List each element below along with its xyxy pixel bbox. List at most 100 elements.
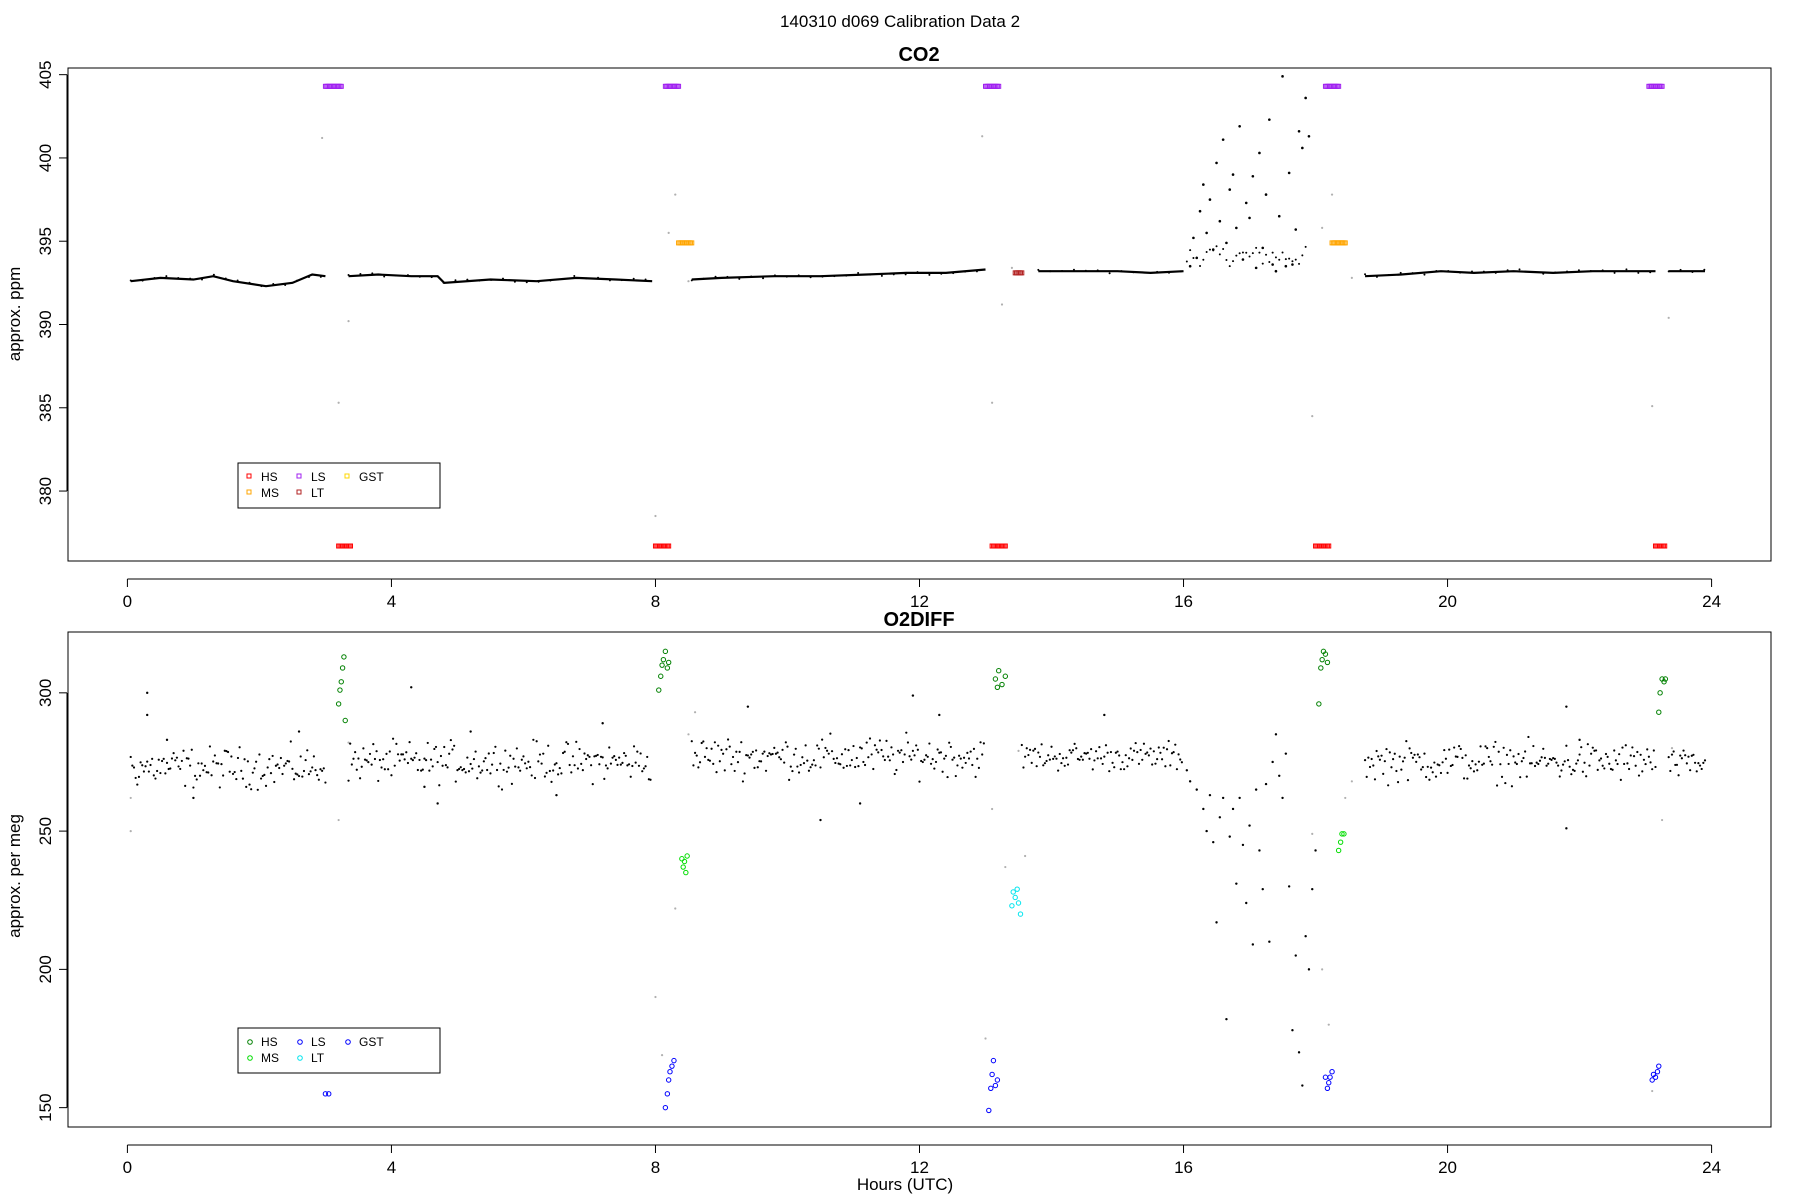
co2-ambient-point (785, 275, 788, 278)
o2diff-outlier-point (858, 802, 862, 805)
o2diff-x-tick-label: 24 (1702, 1158, 1721, 1177)
o2diff-ambient-point (1137, 762, 1141, 765)
co2-cal-lt-marker (1017, 270, 1023, 276)
co2-cal-ls-marker (1655, 83, 1661, 89)
o2diff-ambient-point (1114, 751, 1117, 754)
o2diff-ambient-point (1613, 749, 1616, 752)
co2-cal-ls-marker (668, 83, 674, 89)
o2diff-cal-ls-marker (667, 1068, 673, 1075)
o2diff-ambient-point (497, 785, 500, 788)
o2diff-ambient-point (576, 767, 580, 770)
co2-noisy-base-point (1284, 258, 1287, 261)
co2-ambient-point (797, 274, 800, 277)
o2diff-ambient-point (928, 742, 931, 745)
co2-ambient-point (620, 279, 623, 282)
co2-flagged-point (1350, 276, 1353, 279)
co2-cal-ls-marker (332, 83, 338, 89)
o2diff-legend-label-lt: LT (311, 1051, 325, 1065)
co2-noisy-base-point (1192, 257, 1195, 260)
o2diff-ambient-point (172, 752, 175, 755)
o2diff-dip-point (1294, 954, 1297, 957)
o2diff-ambient-point (159, 771, 162, 775)
o2diff-ambient-point (774, 752, 778, 755)
o2diff-ambient-point (631, 764, 634, 768)
o2diff-ambient-point (136, 783, 139, 786)
co2-ambient-point (371, 272, 374, 275)
o2diff-cal-ls-marker (671, 1057, 677, 1064)
o2diff-cal-ms-marker (1337, 839, 1344, 845)
co2-ambient-point (189, 277, 192, 280)
o2diff-ambient-point (1433, 761, 1436, 764)
o2diff-ambient-point (1644, 762, 1647, 766)
o2diff-ambient-point (499, 762, 502, 765)
o2diff-ambient-point (1492, 745, 1495, 748)
o2diff-dip-point (1212, 840, 1215, 844)
co2-noisy-base-point (1248, 255, 1251, 258)
co2-ambient-point (307, 276, 310, 279)
co2-ambient-point (224, 277, 227, 280)
o2diff-ambient-point (891, 753, 895, 756)
co2-y-axis: 380 385 390 395 400 405 (36, 60, 68, 505)
o2diff-ambient-point (911, 749, 914, 752)
o2diff-ambient-point (246, 760, 249, 763)
co2-cal-ls-marker (330, 83, 336, 89)
co2-ambient-point (1132, 271, 1135, 274)
o2diff-ambient-point (504, 749, 507, 752)
co2-ambient-point (1459, 271, 1462, 274)
o2diff-ambient-point (1646, 748, 1649, 751)
co2-noisy-base-point (1301, 254, 1304, 257)
o2diff-ambient-point (893, 772, 896, 776)
o2diff-ambient-point (210, 774, 213, 777)
o2diff-ambient-point (743, 772, 746, 775)
o2diff-ambient-point (1580, 746, 1583, 749)
o2diff-ambient-point (695, 754, 698, 757)
o2diff-ambient-point (745, 754, 748, 757)
co2-ambient-point (1399, 271, 1402, 274)
o2diff-cal-ls-marker (1654, 1068, 1661, 1075)
o2diff-ambient-point (1370, 757, 1373, 761)
o2diff-ambient-point (575, 740, 578, 743)
co2-ambient-point (1613, 271, 1616, 274)
o2diff-ambient-point (738, 750, 741, 753)
o2diff-ambient-point (264, 784, 268, 788)
co2-cal-ls-marker (1652, 83, 1658, 89)
o2diff-ambient-point (1504, 781, 1507, 785)
co2-noisy-base-point (1189, 249, 1192, 252)
co2-ambient-point (1447, 269, 1450, 272)
co2-ambient-point (644, 278, 647, 281)
o2diff-ambient-point (1406, 778, 1410, 782)
o2diff-dip-point (1235, 882, 1238, 885)
co2-legend-label-gst: GST (359, 470, 384, 484)
o2diff-ambient-point (821, 738, 824, 741)
o2diff-ambient-point (530, 774, 533, 777)
o2diff-ambient-point (391, 737, 395, 740)
o2diff-ambient-point (1627, 767, 1631, 771)
co2-ambient-point (1423, 273, 1426, 276)
o2diff-ambient-point (827, 752, 830, 755)
co2-cal-hs-marker (1323, 543, 1329, 549)
o2diff-ambient-point (954, 774, 957, 778)
o2diff-ambient-point (644, 765, 647, 768)
o2diff-ambient-point (213, 754, 216, 757)
o2diff-ambient-point (1639, 753, 1642, 756)
o2diff-ambient-point (1557, 764, 1560, 767)
o2diff-outlier-point (1103, 713, 1106, 717)
co2-cal-hs-marker (656, 543, 662, 549)
o2diff-ambient-point (1675, 763, 1679, 766)
co2-ambient-point (821, 275, 824, 278)
o2diff-ambient-point (1085, 752, 1088, 755)
o2diff-ambient-point (758, 760, 761, 763)
co2-ambient-point (490, 278, 493, 281)
o2diff-ambient-point (697, 766, 700, 769)
o2diff-ambient-point (588, 755, 591, 758)
o2diff-ambient-point (395, 742, 398, 745)
o2diff-ambient-point (852, 744, 855, 748)
co2-ambient-point (478, 279, 481, 282)
o2diff-ambient-point (1677, 774, 1680, 777)
o2diff-dip-point (1245, 901, 1248, 905)
co2-ambient-point (141, 279, 144, 282)
o2diff-ambient-point (1172, 751, 1175, 754)
co2-ambient-point (1037, 268, 1040, 271)
o2diff-ambient-point (573, 764, 576, 767)
co2-cal-ms-marker (1337, 240, 1343, 246)
